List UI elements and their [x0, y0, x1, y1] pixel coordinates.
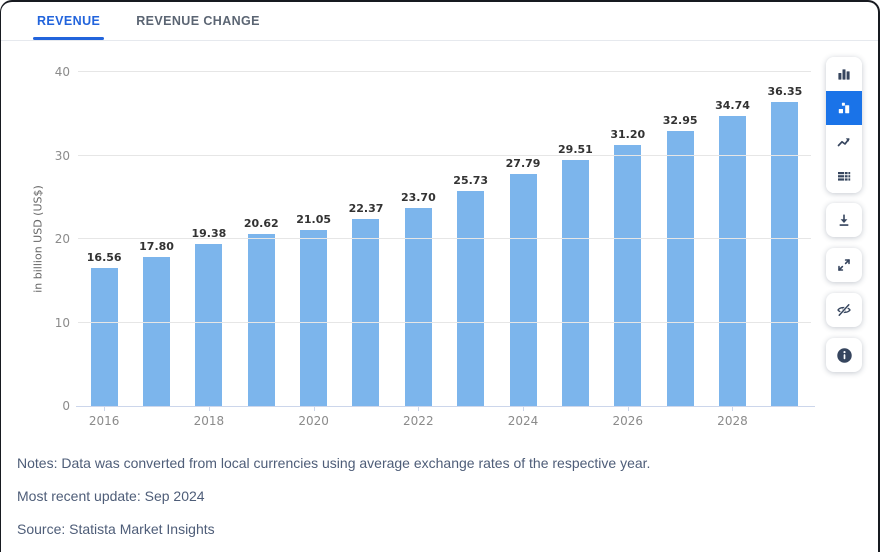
tab-revenue-change-label: REVENUE CHANGE: [136, 14, 260, 28]
x-tick-mark-2020: [313, 406, 315, 411]
line-chart-icon[interactable]: [826, 125, 862, 159]
bar-slot-2029: 36.35: [759, 72, 811, 406]
y-tick-label-20: 20: [54, 232, 70, 246]
gridline-10: [78, 321, 811, 323]
x-tick-mark-2022: [418, 406, 420, 411]
bar-value-label: 21.05: [296, 213, 332, 227]
hide-labels-eye-off-icon[interactable]: [826, 293, 862, 327]
bar-2016[interactable]: [90, 267, 118, 406]
bar-value-label: 23.70: [400, 191, 436, 205]
x-tick-mark-2018: [208, 406, 210, 411]
bar-slot-2018: 19.38: [183, 72, 235, 406]
bar-2025[interactable]: [561, 159, 589, 406]
x-tick-label-2020: 2020: [298, 414, 329, 428]
x-tick-label-2022: 2022: [403, 414, 434, 428]
plot-area: 16.56 17.80 19.38 20.62 21.05 22.37 23.70 25.73…: [55, 65, 815, 428]
bar-slot-2021: 22.37: [340, 72, 392, 406]
bar-chart: in billion USD (US$) 16.56 17.80 19.38 20.6…: [1, 41, 878, 441]
bar-value-label: 20.62: [243, 216, 279, 230]
info-icon[interactable]: [826, 338, 862, 372]
bar-2021[interactable]: [352, 219, 380, 406]
x-tick-mark-2028: [732, 406, 734, 411]
bar-2026[interactable]: [614, 145, 642, 406]
bar-slot-2026: 31.20: [602, 72, 654, 406]
bar-value-label: 25.73: [453, 174, 489, 188]
update-line: Most recent update: Sep 2024: [17, 488, 205, 504]
bar-2020[interactable]: [300, 230, 328, 406]
bar-value-label: 22.37: [348, 202, 384, 216]
x-tick-label-2016: 2016: [88, 414, 120, 428]
bar-2023[interactable]: [457, 191, 485, 406]
data-table-icon[interactable]: [826, 159, 862, 193]
tab-revenue[interactable]: REVENUE: [19, 2, 118, 40]
y-tick-label-0: 0: [62, 399, 70, 413]
bar-value-label: 31.20: [610, 128, 646, 142]
bar-2029[interactable]: [771, 102, 799, 406]
chart-toolbar: [826, 57, 862, 383]
download-icon[interactable]: [826, 203, 862, 237]
bar-2024[interactable]: [509, 173, 537, 406]
column-chart-icon[interactable]: [826, 57, 862, 91]
gridline-20: [78, 238, 811, 239]
bar-value-label: 34.74: [715, 98, 750, 112]
x-tick-mark-2016: [104, 406, 106, 411]
expand-icon[interactable]: [826, 248, 862, 282]
bar-value-label: 32.95: [662, 113, 698, 127]
x-tick-label-2018: 2018: [193, 414, 225, 428]
bar-2018[interactable]: [195, 244, 223, 406]
chart-type-switcher: [826, 57, 862, 193]
bar-slot-2024: 27.79: [497, 72, 549, 406]
bar-2017[interactable]: [143, 257, 171, 406]
bar-2028[interactable]: [718, 115, 746, 406]
y-tick-label-30: 30: [54, 148, 70, 163]
bar-slot-2022: 23.70: [392, 72, 444, 406]
bar-value-label: 16.56: [86, 250, 122, 264]
x-tick-label-2028: 2028: [717, 414, 748, 428]
bar-2019[interactable]: [247, 233, 275, 406]
bar-2022[interactable]: [404, 208, 432, 406]
y-tick-label-40: 40: [54, 65, 70, 79]
bar-value-label: 27.79: [505, 156, 541, 170]
gridline-40: [78, 71, 811, 72]
bars-container: 16.56 17.80 19.38 20.62 21.05 22.37 23.70 25.73…: [78, 72, 811, 406]
bar-2027[interactable]: [666, 130, 694, 406]
notes-line: Notes: Data was converted from local cur…: [17, 455, 651, 471]
bar-value-label: 17.80: [139, 240, 174, 254]
chart-footer: Notes: Data was converted from local cur…: [1, 441, 878, 537]
bar-values-chart-icon[interactable]: [826, 91, 862, 125]
x-axis-line: [76, 406, 815, 407]
bar-value-label: 19.38: [191, 227, 227, 241]
bar-value-label: 29.51: [558, 142, 593, 156]
bar-slot-2019: 20.62: [235, 72, 287, 406]
x-tick-label-2026: 2026: [612, 414, 644, 428]
y-tick-label-10: 10: [54, 315, 70, 330]
tab-revenue-change[interactable]: REVENUE CHANGE: [118, 2, 278, 40]
bar-slot-2025: 29.51: [549, 72, 601, 406]
x-tick-mark-2024: [523, 406, 525, 411]
tab-revenue-label: REVENUE: [37, 14, 101, 28]
bar-slot-2023: 25.73: [445, 72, 497, 406]
source-line: Source: Statista Market Insights: [17, 521, 215, 537]
bar-slot-2016: 16.56: [78, 72, 130, 406]
bar-value-label: 36.35: [767, 85, 803, 99]
x-tick-label-2024: 2024: [507, 414, 539, 428]
x-tick-mark-2026: [627, 406, 629, 411]
tab-bar: REVENUE REVENUE CHANGE: [1, 2, 878, 41]
bar-slot-2028: 34.74: [706, 72, 758, 406]
bar-slot-2027: 32.95: [654, 72, 706, 406]
gridline-30: [78, 154, 811, 156]
bar-slot-2020: 21.05: [287, 72, 339, 406]
bar-slot-2017: 17.80: [130, 72, 182, 406]
